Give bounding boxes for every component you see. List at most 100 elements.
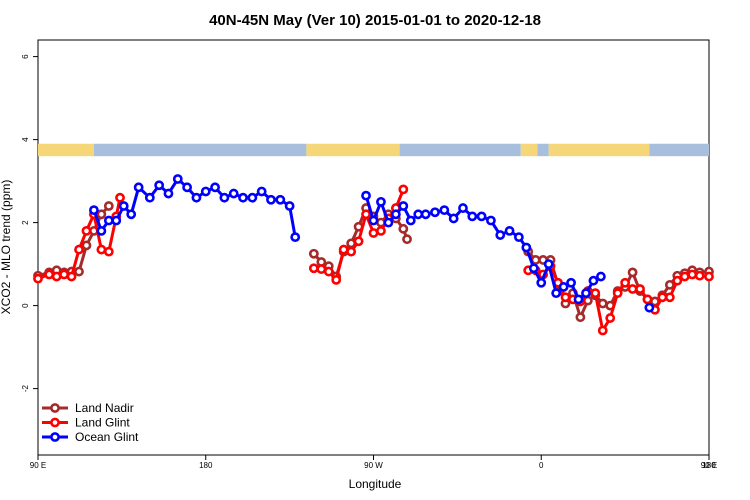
- x-tick-label: 180: [199, 461, 213, 470]
- legend-swatch-marker: [50, 432, 60, 442]
- data-point-land-nadir: [81, 240, 92, 251]
- data-point-ocean-glint: [495, 230, 506, 240]
- data-point-ocean-glint: [566, 277, 576, 288]
- data-point-ocean-glint: [504, 225, 515, 236]
- data-point-ocean-glint: [536, 277, 547, 288]
- data-point-land-glint: [51, 271, 62, 282]
- data-point-ocean-glint: [290, 232, 301, 243]
- data-point-ocean-glint: [182, 182, 193, 193]
- data-point-land-nadir: [627, 267, 638, 278]
- y-tick-label: 4: [21, 137, 30, 142]
- y-tick-label: 0: [21, 303, 30, 308]
- data-point-ocean-glint: [420, 209, 431, 220]
- landmask-land-segment: [520, 143, 538, 157]
- data-point-land-glint: [605, 313, 616, 323]
- data-point-ocean-glint: [118, 201, 129, 211]
- data-point-land-glint: [687, 269, 698, 280]
- data-point-land-glint: [672, 275, 683, 286]
- series-ocean-glint: [89, 174, 655, 313]
- data-point-land-glint: [620, 277, 631, 288]
- data-point-land-glint: [346, 246, 357, 257]
- data-point-land-glint: [308, 263, 319, 274]
- data-point-land-glint: [115, 192, 125, 203]
- y-axis-title: XCO2 - MLO trend (ppm): [0, 180, 13, 315]
- data-point-land-glint: [361, 209, 371, 220]
- data-point-ocean-glint: [486, 215, 496, 226]
- data-point-ocean-glint: [595, 271, 606, 282]
- landmask-ocean-segment: [649, 143, 709, 157]
- data-point-ocean-glint: [588, 275, 599, 286]
- data-point-ocean-glint: [513, 232, 524, 243]
- landmask-land-segment: [548, 143, 650, 157]
- data-point-ocean-glint: [405, 215, 416, 226]
- data-point-land-nadir: [398, 223, 409, 234]
- data-point-land-glint: [560, 292, 571, 303]
- data-point-ocean-glint: [284, 201, 295, 211]
- data-point-land-glint: [316, 264, 327, 274]
- data-point-ocean-glint: [111, 215, 122, 226]
- data-point-ocean-glint: [368, 215, 379, 226]
- data-point-ocean-glint: [439, 205, 450, 216]
- data-point-land-nadir: [103, 201, 114, 211]
- data-point-land-glint: [657, 292, 668, 303]
- data-point-ocean-glint: [467, 211, 478, 222]
- data-point-ocean-glint: [163, 188, 174, 199]
- series-land-glint: [33, 184, 714, 336]
- data-point-ocean-glint: [256, 186, 267, 197]
- legend-label: Ocean Glint: [75, 430, 139, 444]
- landmask-land-segment: [306, 143, 400, 157]
- data-point-land-glint: [590, 288, 601, 299]
- data-point-ocean-glint: [361, 190, 371, 201]
- data-point-ocean-glint: [89, 205, 99, 216]
- legend-label: Land Glint: [75, 416, 130, 430]
- data-point-land-glint: [33, 273, 43, 284]
- data-point-ocean-glint: [581, 288, 591, 299]
- data-point-ocean-glint: [133, 182, 144, 193]
- data-point-land-nadir: [402, 234, 412, 245]
- data-point-ocean-glint: [238, 192, 248, 203]
- data-point-ocean-glint: [275, 194, 286, 205]
- data-point-land-glint: [353, 236, 364, 247]
- x-tick-label: 90 E: [30, 461, 46, 470]
- plot-frame: [37, 39, 710, 456]
- data-point-ocean-glint: [413, 209, 424, 220]
- x-tick-label: 90 E: [701, 461, 717, 470]
- legend-entry-land-nadir: Land Nadir: [42, 401, 134, 415]
- landmask-land-segment: [38, 143, 94, 157]
- data-point-land-glint: [398, 184, 409, 195]
- data-point-land-glint: [96, 244, 107, 255]
- data-point-land-nadir: [575, 312, 586, 323]
- data-point-ocean-glint: [528, 263, 539, 274]
- data-point-land-glint: [331, 274, 342, 285]
- data-point-ocean-glint: [96, 225, 107, 236]
- data-point-land-glint: [44, 269, 55, 280]
- data-point-ocean-glint: [398, 201, 409, 211]
- y-tick-label: 2: [21, 220, 30, 225]
- data-point-land-glint: [66, 271, 77, 282]
- landmask-ocean-segment: [537, 143, 549, 157]
- data-point-land-glint: [376, 225, 386, 236]
- data-point-land-glint: [612, 288, 623, 299]
- data-point-ocean-glint: [200, 186, 211, 197]
- x-tick-label: 0: [539, 461, 544, 470]
- data-point-land-glint: [704, 271, 714, 282]
- data-point-ocean-glint: [144, 192, 155, 203]
- data-point-land-glint: [664, 292, 675, 303]
- data-point-ocean-glint: [573, 294, 584, 305]
- data-point-ocean-glint: [154, 180, 165, 191]
- data-point-land-glint: [642, 294, 653, 305]
- data-point-land-glint: [627, 284, 638, 294]
- x-tick-label: 180: [702, 461, 716, 470]
- data-point-ocean-glint: [558, 282, 569, 292]
- data-point-land-nadir: [582, 295, 593, 306]
- data-point-land-nadir: [74, 266, 84, 277]
- data-point-ocean-glint: [448, 213, 459, 224]
- y-axis: -2 0 2 4 6: [21, 54, 38, 392]
- data-point-ocean-glint: [172, 174, 183, 184]
- data-point-land-glint: [635, 284, 645, 294]
- data-point-land-glint: [338, 244, 349, 255]
- data-point-land-glint: [59, 269, 69, 280]
- data-point-land-glint: [74, 244, 84, 255]
- data-point-ocean-glint: [551, 288, 562, 299]
- data-point-land-glint: [323, 266, 334, 277]
